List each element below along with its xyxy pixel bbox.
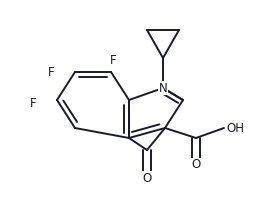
Text: N: N	[159, 82, 167, 95]
Text: F: F	[110, 54, 116, 67]
Text: F: F	[48, 66, 54, 78]
Text: F: F	[30, 96, 36, 110]
Text: O: O	[191, 158, 201, 172]
Text: OH: OH	[226, 122, 244, 135]
Text: O: O	[142, 172, 152, 185]
